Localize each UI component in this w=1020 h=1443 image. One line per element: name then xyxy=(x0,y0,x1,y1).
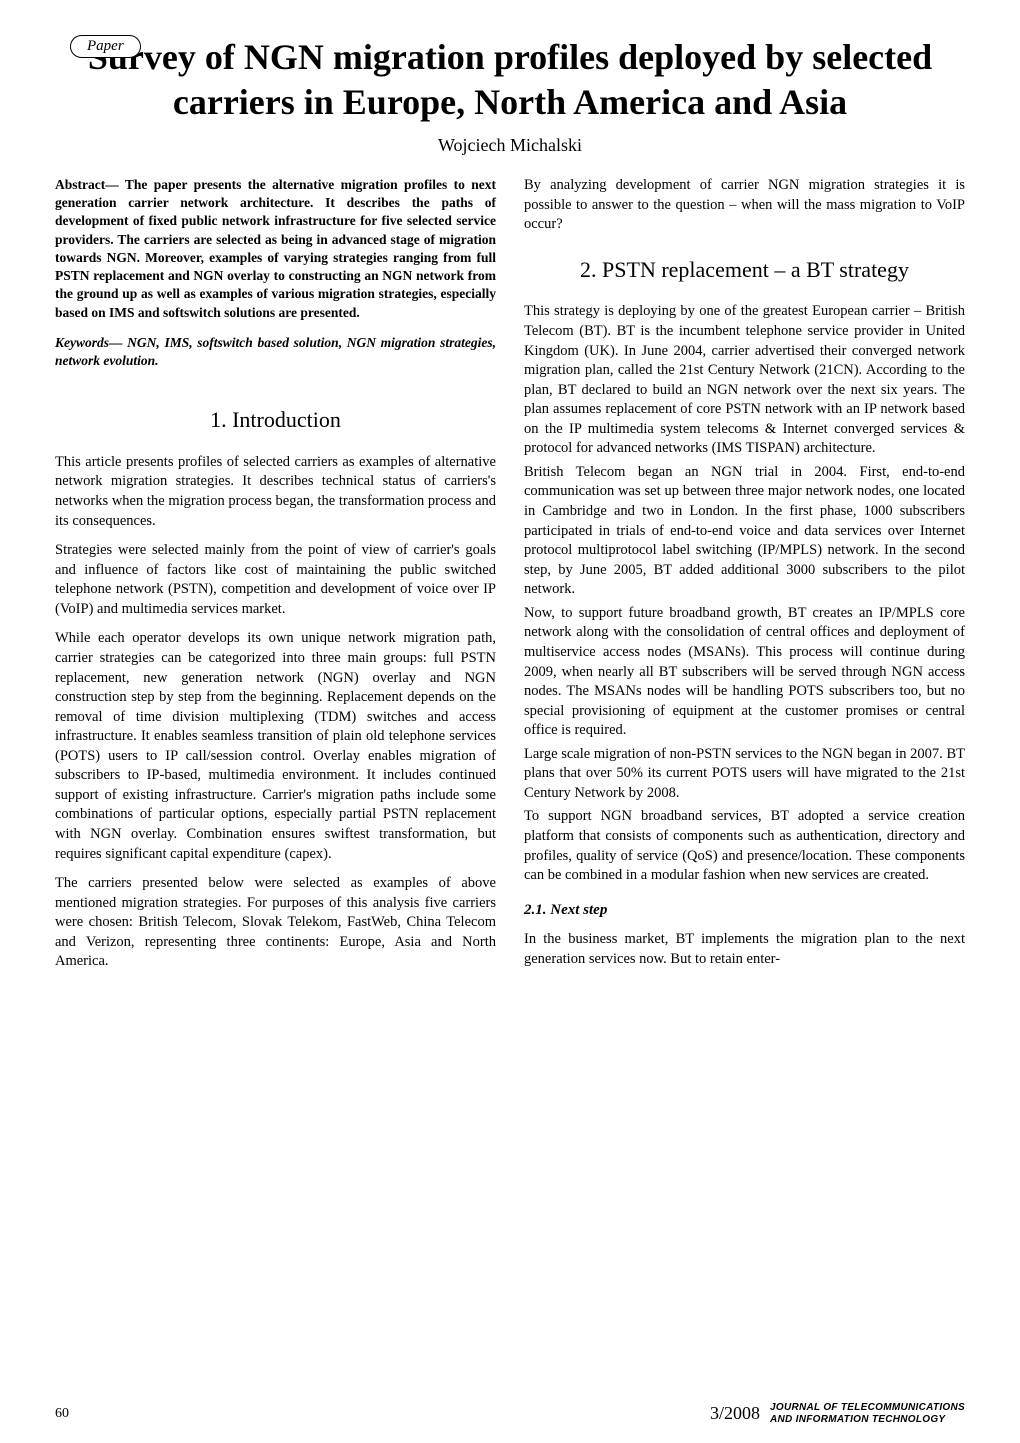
journal-line-2: AND INFORMATION TECHNOLOGY xyxy=(770,1414,965,1426)
right-intro-para: By analyzing development of carrier NGN … xyxy=(524,176,965,235)
page-number: 60 xyxy=(55,1406,69,1422)
section-1-heading: 1. Introduction xyxy=(55,405,496,435)
section-1-para-3: While each operator develops its own uni… xyxy=(55,629,496,864)
paper-title: Survey of NGN migration profiles deploye… xyxy=(55,35,965,125)
journal-line-1: JOURNAL OF TELECOMMUNICATIONS xyxy=(770,1402,965,1414)
content-columns: Abstract— The paper presents the alterna… xyxy=(55,176,965,976)
section-2-para-2: British Telecom began an NGN trial in 20… xyxy=(524,463,965,600)
section-2-para-5: To support NGN broadband services, BT ad… xyxy=(524,807,965,885)
section-1-para-2: Strategies were selected mainly from the… xyxy=(55,541,496,619)
abstract-text: Abstract— The paper presents the alterna… xyxy=(55,176,496,322)
section-2-para-4: Large scale migration of non-PSTN servic… xyxy=(524,745,965,804)
right-column: By analyzing development of carrier NGN … xyxy=(524,176,965,976)
section-1-para-1: This article presents profiles of select… xyxy=(55,453,496,531)
journal-info: 3/2008 JOURNAL OF TELECOMMUNICATIONS AND… xyxy=(710,1402,965,1425)
section-2-para-3: Now, to support future broadband growth,… xyxy=(524,604,965,741)
issue-number: 3/2008 xyxy=(710,1403,760,1424)
author-name: Wojciech Michalski xyxy=(55,135,965,156)
page-footer: 60 3/2008 JOURNAL OF TELECOMMUNICATIONS … xyxy=(55,1402,965,1425)
section-2-1-para-1: In the business market, BT implements th… xyxy=(524,930,965,969)
journal-name: JOURNAL OF TELECOMMUNICATIONS AND INFORM… xyxy=(770,1402,965,1425)
section-2-heading: 2. PSTN replacement – a BT strategy xyxy=(524,255,965,285)
keywords-text: Keywords— NGN, IMS, softswitch based sol… xyxy=(55,334,496,370)
section-2-1-heading: 2.1. Next step xyxy=(524,900,965,920)
section-2-para-1: This strategy is deploying by one of the… xyxy=(524,302,965,459)
paper-badge: Paper xyxy=(70,35,141,58)
section-1-para-4: The carriers presented below were select… xyxy=(55,874,496,972)
left-column: Abstract— The paper presents the alterna… xyxy=(55,176,496,976)
